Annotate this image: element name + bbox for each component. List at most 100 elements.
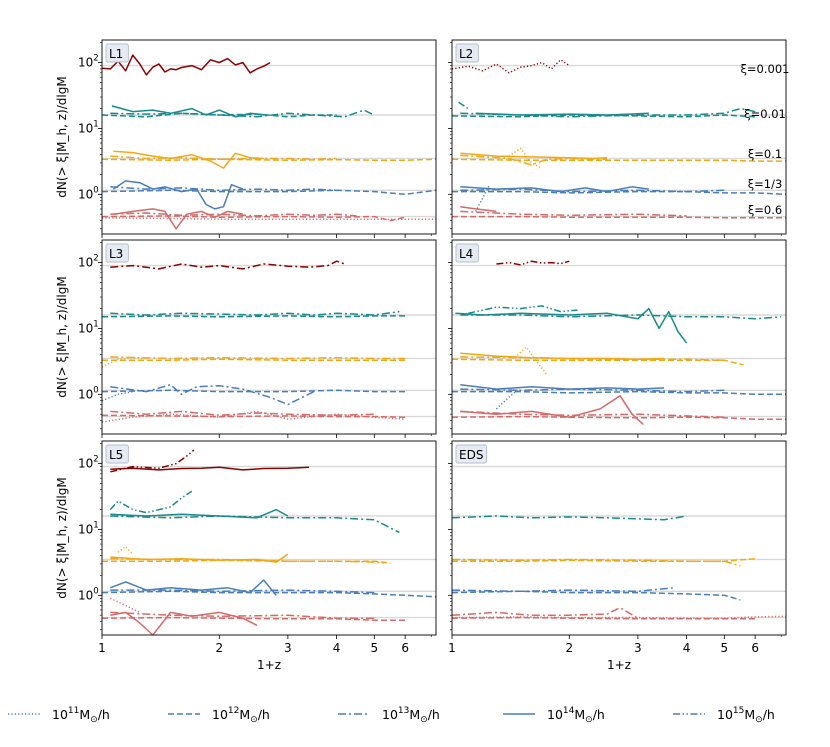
series-line-xi-0.6-m1e11 <box>102 410 406 423</box>
xi-label: ξ=0.6 <box>748 203 782 217</box>
series-line-xi-0.01-m1e13 <box>110 515 400 534</box>
panel-l1: 100 101 102 dN(> ξ|M_h, z)/dlgM L1 <box>55 39 437 238</box>
legend-item-1e12: 1012M⊙/h <box>168 706 270 725</box>
panel-label: L4 <box>455 243 479 263</box>
y-tick-label: 100 <box>78 586 99 602</box>
legend-label: 1015M⊙/h <box>717 706 775 725</box>
series-line-xi-0.6-m1e12 <box>102 616 406 621</box>
x-tick-label: 6 <box>751 641 759 655</box>
x-tick-label: 4 <box>683 641 691 655</box>
series-line-xi-0.1-m1e14 <box>113 150 264 169</box>
series-line-xi-0.01-m1e14 <box>475 112 649 116</box>
series-line-xi-0.1-m1e12 <box>452 358 744 366</box>
series-line-xi-0.6-m1e12 <box>102 414 406 418</box>
legend: 1011M⊙/h 1012M⊙/h 1013M⊙/h 1014M⊙/h 1015M⊙/h <box>8 706 775 725</box>
series-line-xi-1-3-m1e12 <box>102 590 436 598</box>
legend-label: 1013M⊙/h <box>382 706 440 725</box>
series-line-xi-0.01-m1e13 <box>460 314 782 320</box>
series-line-xi-0.6-m1e14 <box>460 205 497 213</box>
series-line-xi-1-3-m1e13 <box>110 383 315 406</box>
series-group <box>102 449 436 635</box>
series-line-xi-0.01-m1e14 <box>455 307 688 344</box>
panel-label: L3 <box>105 243 129 263</box>
panel-frame <box>451 39 787 235</box>
series-line-xi-0.1-m1e11 <box>514 346 548 375</box>
series-line-xi-0.1-m1e12 <box>102 559 391 564</box>
series-line-xi-1-3-m1e14 <box>110 579 277 596</box>
series-line-xi-0.6-m1e14 <box>113 208 244 230</box>
series-group <box>452 515 786 620</box>
series-line-xi-0.1-m1e14 <box>460 152 608 160</box>
series-line-xi-0.01-m1e15 <box>109 490 193 514</box>
series-line-xi-0.001-m1e14 <box>102 54 271 76</box>
x-tick-label: 5 <box>370 641 378 655</box>
series-line-xi-0.1-m1e11 <box>508 147 543 169</box>
x-tick-label: 5 <box>720 641 728 655</box>
xi-label: ξ=1/3 <box>748 177 783 191</box>
series-line-xi-0.6-m1e13 <box>110 212 357 217</box>
series-line-xi-0.1-m1e13 <box>110 155 337 161</box>
y-tick-label: 101 <box>78 319 99 335</box>
y-tick-label: 102 <box>78 54 99 70</box>
x-tick-label: 4 <box>333 641 341 655</box>
legend-label: 1012M⊙/h <box>212 706 270 725</box>
svg-text:L2: L2 <box>459 47 473 61</box>
series-line-xi-0.1-m1e13 <box>460 154 608 166</box>
series-line-xi-0.01-m1e15 <box>467 305 578 315</box>
y-tick-label: 100 <box>78 185 99 201</box>
series-group <box>452 260 786 425</box>
series-line-xi-0.6-m1e11 <box>109 597 141 614</box>
series-line-xi-0.01-m1e12 <box>452 114 756 118</box>
series-line-xi-0.6-m1e13 <box>110 611 375 619</box>
x-tick-label: 6 <box>401 641 409 655</box>
series-group <box>452 59 786 219</box>
y-tick-label: 100 <box>78 385 99 401</box>
panel-label: L1 <box>105 43 129 63</box>
series-line-xi-0.6-m1e12 <box>102 215 406 222</box>
series-line-xi-0.6-m1e14 <box>460 395 644 425</box>
series-line-xi-0.1-m1e12 <box>452 158 786 162</box>
svg-text:EDS: EDS <box>459 448 483 462</box>
panel-l2: L2 <box>448 39 787 238</box>
series-line-xi-0.1-m1e12 <box>102 158 436 161</box>
xi-annotations: ξ=0.001 ξ=0.01 ξ=0.1 ξ=1/3 ξ=0.6 <box>741 62 790 217</box>
series-line-xi-1-3-m1e12 <box>102 189 436 196</box>
series-line-xi-0.01-m1e12 <box>102 315 406 318</box>
series-line-xi-0.6-m1e12 <box>452 215 786 219</box>
y-tick-label: 101 <box>78 520 99 536</box>
series-line-xi-0.1-m1e12 <box>102 358 406 361</box>
series-line-xi-1-3-m1e13 <box>460 188 725 193</box>
xi-label: ξ=0.1 <box>748 147 782 161</box>
x-tick-label: 3 <box>284 641 292 655</box>
svg-text:L4: L4 <box>459 247 473 261</box>
series-line-xi-0.6-m1e13 <box>460 410 725 418</box>
panel-l3: 100 101 102 dN(> ξ|M_h, z)/dlgM L3 <box>55 239 437 438</box>
series-line-xi-0.001-m1e11 <box>452 59 570 74</box>
y-tick-label: 101 <box>78 119 99 135</box>
series-line-xi-0.001-m1e15 <box>110 449 195 473</box>
legend-item-1e13: 1013M⊙/h <box>338 706 440 725</box>
x-tick-label: 1 <box>448 641 456 655</box>
panel-l5: 1 2 3 4 5 6 1+z 100 101 102 dN(> ξ|M_h, z)/dlgM L5 <box>55 440 437 672</box>
series-line-xi-0.001-m1e13 <box>110 260 346 270</box>
series-line-xi-0.01-m1e15 <box>458 101 469 110</box>
y-axis-label: dN(> ξ|M_h, z)/dlgM <box>55 76 69 197</box>
series-line-xi-0.1-m1e13 <box>460 356 725 361</box>
x-axis-label: 1+z <box>607 658 631 672</box>
xi-label: ξ=0.01 <box>744 107 786 121</box>
series-line-xi-0.6-m1e12 <box>452 415 786 420</box>
series-line-xi-1-3-m1e12 <box>452 590 741 601</box>
legend-item-1e15: 1015M⊙/h <box>673 706 775 725</box>
panel-l4: L4 <box>448 239 787 438</box>
series-line-xi-0.01-m1e13 <box>460 107 756 118</box>
panel-frame <box>101 39 437 235</box>
y-tick-label: 102 <box>78 254 99 270</box>
legend-item-1e11: 1011M⊙/h <box>8 706 110 725</box>
xi-label: ξ=0.001 <box>741 62 790 76</box>
x-tick-label: 3 <box>634 641 642 655</box>
series-line-xi-1-3-m1e13 <box>460 388 725 393</box>
series-line-xi-1-3-m1e11 <box>102 390 133 402</box>
y-tick-label: 102 <box>78 455 99 471</box>
